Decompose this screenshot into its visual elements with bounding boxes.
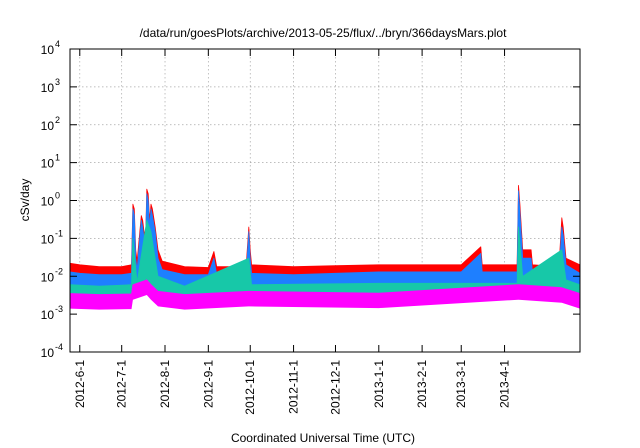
- y-tick-exponent: 2: [55, 115, 60, 125]
- y-tick-label: 10: [41, 346, 55, 360]
- y-tick-exponent: -1: [55, 228, 63, 238]
- x-tick-label: 2012-6-1: [73, 360, 87, 408]
- x-axis-label: Coordinated Universal Time (UTC): [231, 431, 415, 445]
- series-floor-mask: [70, 295, 580, 352]
- x-tick-label: 2012-12-1: [328, 360, 342, 415]
- x-axis: 2012-6-1 2012-7-1 2012-8-1 2012-9-1 2012-10-…: [73, 49, 512, 415]
- x-tick-label: 2012-7-1: [115, 360, 129, 408]
- y-tick-label: 10: [41, 119, 55, 133]
- x-tick-label: 2012-9-1: [201, 360, 215, 408]
- y-tick-exponent: 3: [55, 77, 60, 87]
- y-tick-label: 10: [41, 157, 55, 171]
- y-tick-exponent: -4: [55, 342, 63, 352]
- x-tick-label: 2012-10-1: [243, 360, 257, 415]
- x-tick-label: 2013-1-1: [372, 360, 386, 408]
- series-group: [69, 185, 581, 353]
- x-tick-label: 2012-8-1: [158, 360, 172, 408]
- y-tick-exponent: -3: [55, 304, 63, 314]
- chart-title: /data/run/goesPlots/archive/2013-05-25/f…: [140, 26, 508, 40]
- y-tick-label: 10: [41, 81, 55, 95]
- x-tick-label: 2013-4-1: [498, 360, 512, 408]
- y-tick-label: 10: [41, 308, 55, 322]
- y-tick-exponent: 1: [55, 153, 60, 163]
- y-tick-label: 10: [41, 232, 55, 246]
- x-tick-label: 2013-3-1: [454, 360, 468, 408]
- y-tick-exponent: -2: [55, 266, 63, 276]
- x-tick-label: 2013-2-1: [415, 360, 429, 408]
- y-tick-label: 10: [41, 43, 55, 57]
- y-tick-label: 10: [41, 195, 55, 209]
- y-tick-exponent: 0: [55, 191, 60, 201]
- y-tick-label: 10: [41, 270, 55, 284]
- y-tick-exponent: 4: [55, 39, 60, 49]
- x-tick-label: 2012-11-1: [287, 360, 301, 414]
- y-axis-label: cSv/day: [18, 179, 32, 222]
